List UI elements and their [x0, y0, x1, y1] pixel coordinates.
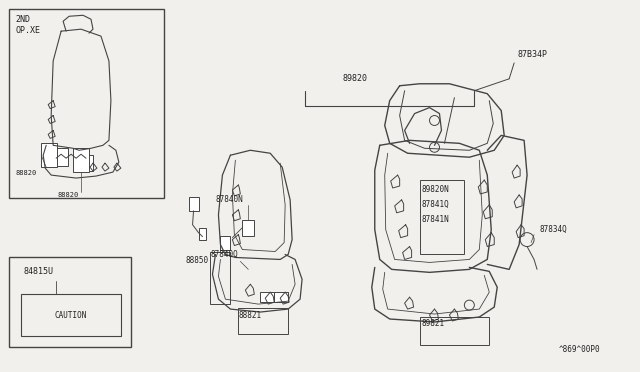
- Text: 89821: 89821: [422, 319, 445, 328]
- Bar: [21, 294, 121, 336]
- Text: 88820: 88820: [15, 170, 36, 176]
- Bar: [260, 292, 274, 302]
- Text: 89820: 89820: [342, 74, 367, 83]
- Bar: [73, 148, 89, 172]
- Text: CAUTION: CAUTION: [55, 311, 87, 320]
- Bar: [79, 155, 93, 171]
- Bar: [10, 257, 131, 347]
- Text: 87B34P: 87B34P: [517, 50, 547, 59]
- Text: 88820: 88820: [57, 192, 78, 198]
- Text: 89820N: 89820N: [422, 185, 449, 194]
- Bar: [189, 197, 198, 211]
- Bar: [198, 228, 207, 240]
- Bar: [243, 220, 254, 235]
- Bar: [420, 317, 489, 345]
- Text: 88821: 88821: [238, 311, 262, 320]
- Text: 87834Q: 87834Q: [539, 225, 567, 234]
- Bar: [220, 235, 230, 250]
- Text: ^869^00P0: ^869^00P0: [559, 345, 600, 354]
- Bar: [211, 253, 230, 304]
- Text: 87840Q: 87840Q: [211, 250, 238, 259]
- Bar: [41, 143, 57, 167]
- Bar: [420, 180, 465, 254]
- Text: 87840N: 87840N: [216, 195, 243, 204]
- Bar: [274, 292, 288, 302]
- Text: 88850: 88850: [186, 256, 209, 266]
- Text: 84815U: 84815U: [23, 267, 53, 276]
- Text: 2ND
OP.XE: 2ND OP.XE: [15, 15, 40, 35]
- Bar: [56, 148, 68, 166]
- Bar: [238, 308, 288, 334]
- Text: 87841N: 87841N: [422, 215, 449, 224]
- Text: 87841Q: 87841Q: [422, 200, 449, 209]
- Bar: [10, 9, 164, 198]
